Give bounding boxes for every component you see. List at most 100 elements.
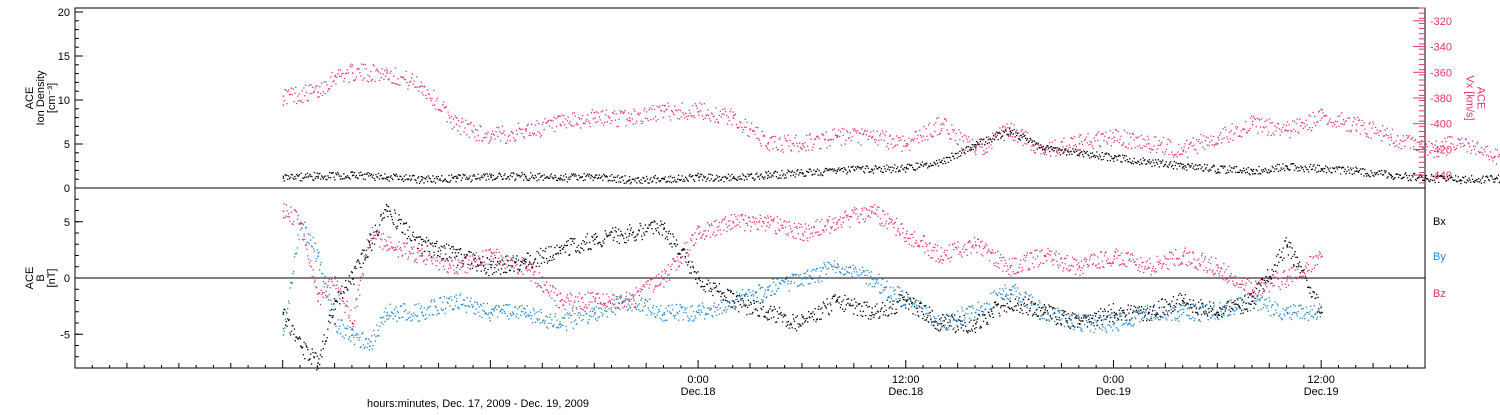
vx-series-point — [1062, 146, 1063, 147]
by-series-point — [755, 293, 756, 294]
vx-series-point — [518, 123, 519, 124]
vx-series-point — [963, 140, 964, 141]
by-series-point — [1187, 308, 1188, 309]
by-series-point — [751, 295, 752, 296]
vx-series-point — [1003, 125, 1004, 126]
by-series-point — [861, 272, 862, 273]
vx-series-point — [349, 82, 350, 83]
by-series-point — [794, 282, 795, 283]
by-series-point — [993, 292, 994, 293]
bz-series-point — [324, 292, 325, 293]
vx-series-point — [382, 68, 383, 69]
density-series-point — [930, 163, 931, 164]
vx-series-point — [433, 90, 434, 91]
vx-series-point — [1232, 123, 1233, 124]
vx-series-point — [1384, 135, 1385, 136]
density-series-point — [1046, 147, 1047, 148]
density-series-point — [1226, 172, 1227, 173]
density-series-point — [1224, 166, 1225, 167]
by-series-point — [404, 303, 405, 304]
density-series-point — [1405, 172, 1406, 173]
bz-series-point — [535, 282, 536, 283]
by-series-point — [476, 302, 477, 303]
by-series-point — [1108, 324, 1109, 325]
vx-series-point — [1047, 149, 1048, 150]
by-series-point — [969, 317, 970, 318]
vx-series-point — [1166, 149, 1167, 150]
vx-series-point — [767, 143, 769, 145]
vx-series-point — [1042, 148, 1043, 149]
vx-series-point — [1374, 133, 1375, 134]
vx-series-point — [1087, 133, 1088, 134]
by-series-point — [347, 326, 348, 327]
density-series-point — [906, 167, 907, 168]
vx-series-point — [1184, 143, 1185, 144]
by-series-point — [450, 296, 451, 297]
by-series-point — [598, 308, 599, 309]
density-series-point — [620, 182, 621, 183]
vx-series-point — [492, 131, 493, 132]
density-series-point — [652, 181, 653, 182]
density-series-point — [434, 178, 435, 179]
by-series-point — [1013, 294, 1014, 295]
by-series-point — [1004, 299, 1005, 300]
vx-series-point — [414, 81, 415, 82]
density-series-point — [1026, 140, 1027, 141]
bz-series-point — [602, 294, 603, 295]
density-series-point — [965, 147, 966, 148]
by-series-point — [469, 306, 470, 307]
vx-series-point — [389, 78, 390, 79]
vx-series-point — [1417, 142, 1418, 143]
by-series-point — [790, 283, 791, 284]
by-series-point — [335, 323, 337, 325]
vx-series-point — [780, 150, 781, 151]
by-series-point — [416, 304, 417, 305]
density-series-point — [1087, 151, 1088, 152]
bottom-left-tick-label: 0 — [64, 273, 70, 285]
by-series-point — [870, 276, 871, 277]
by-series-point — [812, 269, 813, 270]
density-series-point — [794, 172, 795, 173]
vx-series-point — [1184, 146, 1185, 147]
by-series-point — [940, 320, 941, 321]
by-series-point — [451, 299, 452, 300]
bz-series-point — [568, 298, 569, 299]
vx-series-point — [317, 92, 319, 94]
bz-series-point — [313, 277, 314, 278]
density-series-point — [1215, 171, 1216, 172]
density-series-point — [1171, 166, 1172, 167]
by-series-point — [1179, 316, 1180, 317]
vx-series-point — [447, 121, 448, 122]
by-series-point — [385, 308, 386, 309]
vx-series-point — [1022, 129, 1023, 130]
bz-series-point — [364, 260, 365, 261]
bz-series-point — [579, 306, 580, 307]
vx-series-point — [1026, 143, 1027, 144]
bz-series-point — [329, 279, 330, 280]
vx-series-point — [1334, 124, 1335, 125]
vx-series-point — [516, 130, 517, 131]
density-series-point — [1336, 167, 1337, 168]
by-series-point — [1165, 318, 1166, 319]
density-series-point — [1193, 165, 1194, 166]
bz-series-point — [351, 329, 352, 330]
by-series-point — [470, 297, 471, 298]
by-series-point — [1031, 304, 1032, 305]
vx-series-point — [844, 129, 845, 130]
vx-series-point — [568, 123, 569, 124]
density-series-point — [1027, 138, 1028, 139]
by-series-point — [1302, 318, 1303, 319]
by-series-point — [648, 307, 649, 308]
density-series-point — [1406, 175, 1407, 176]
vx-series-point — [431, 98, 432, 99]
vx-series-point — [992, 133, 993, 134]
by-series-point — [1020, 294, 1021, 295]
vx-series-point — [429, 94, 430, 95]
vx-series-point — [1148, 143, 1150, 145]
vx-series-point — [568, 116, 569, 117]
density-series-point — [1048, 148, 1049, 149]
by-series-point — [1012, 286, 1013, 287]
vx-series-point — [541, 135, 542, 136]
density-series-point — [1273, 167, 1274, 168]
density-series-point — [698, 177, 700, 179]
